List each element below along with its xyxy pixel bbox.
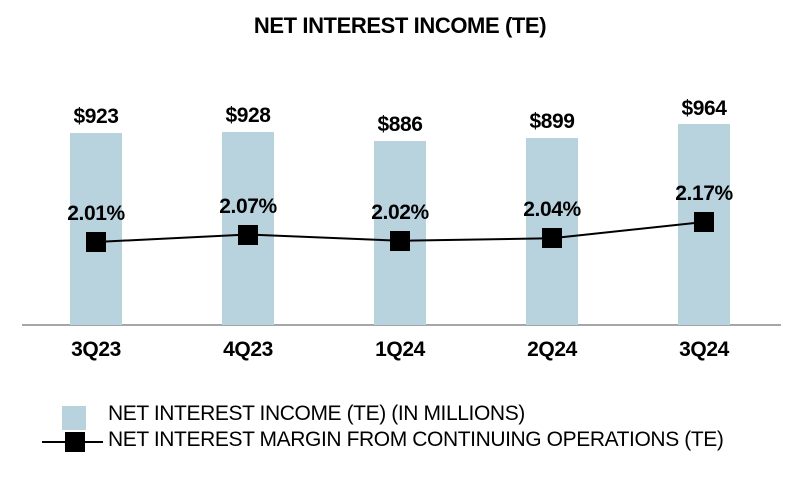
x-axis-label: 4Q23 <box>223 338 273 361</box>
bar-value-label: $923 <box>73 105 119 129</box>
line-point-marker <box>238 224 258 245</box>
bar-3Q23 <box>70 133 122 325</box>
x-axis-label: 3Q24 <box>679 338 729 361</box>
line-point-marker <box>390 230 410 251</box>
legend-bar-series-label: NET INTEREST INCOME (TE) (IN MILLIONS) <box>108 402 525 425</box>
line-point-marker <box>694 212 714 232</box>
x-axis-label: 2Q24 <box>527 338 577 361</box>
bar-value-label: $886 <box>377 112 423 136</box>
x-axis-line <box>22 324 781 326</box>
x-axis-label: 1Q24 <box>375 338 425 361</box>
legend-square-marker-icon <box>65 432 85 452</box>
line-point-label: 2.01% <box>67 202 125 225</box>
line-point-label: 2.02% <box>371 200 429 224</box>
bar-value-label: $964 <box>681 96 727 120</box>
line-point-label: 2.17% <box>675 182 733 205</box>
x-axis-label: 3Q23 <box>71 338 121 361</box>
bar-value-label: $899 <box>529 110 575 134</box>
line-point-label: 2.07% <box>219 194 277 218</box>
line-point-marker <box>542 228 562 249</box>
chart-title: NET INTEREST INCOME (TE) <box>253 13 547 38</box>
line-point-label: 2.04% <box>523 198 581 222</box>
legend-bar-swatch-icon <box>62 406 86 430</box>
bar-value-label: $928 <box>225 103 271 127</box>
legend-line-series-label: NET INTEREST MARGIN FROM CONTINUING OPER… <box>108 428 724 451</box>
line-point-marker <box>86 232 106 252</box>
